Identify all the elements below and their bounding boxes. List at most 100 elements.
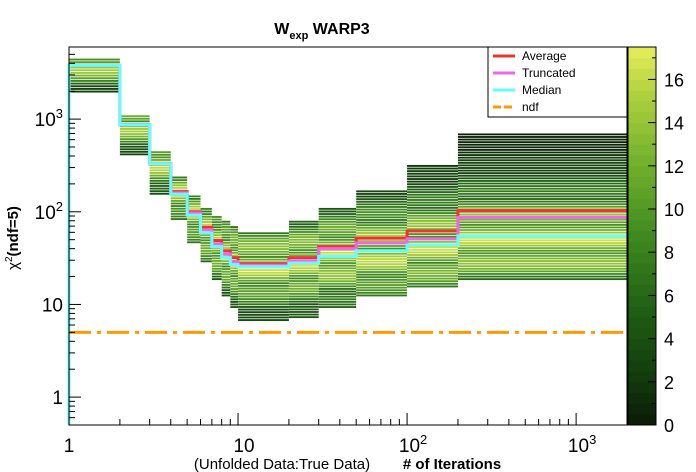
heatmap-cell: [288, 280, 319, 282]
color-scale-segment: [628, 122, 656, 134]
heatmap-cell: [170, 202, 188, 205]
heatmap-cell: [200, 252, 212, 255]
heatmap-cell: [200, 215, 212, 218]
heatmap-cell: [407, 217, 458, 220]
heatmap-cell: [238, 279, 289, 282]
heatmap-cell: [318, 251, 357, 254]
heatmap-cell: [221, 226, 231, 228]
heatmap-cell: [407, 264, 458, 267]
heatmap-cell: [230, 272, 239, 275]
color-scale-segment: [628, 252, 656, 264]
heatmap-cell: [356, 260, 408, 263]
heatmap-cell: [238, 311, 289, 314]
heatmap-cell: [119, 145, 150, 148]
heatmap-cell: [288, 285, 319, 288]
heatmap-cell: [187, 220, 201, 223]
heatmap-cell: [187, 200, 201, 203]
heatmap-cell: [356, 245, 408, 247]
heatmap-cell: [407, 206, 458, 209]
heatmap-cell: [149, 177, 171, 180]
heatmap-cell: [407, 167, 458, 170]
heatmap-cell: [457, 278, 627, 281]
heatmap-cell: [69, 85, 120, 88]
color-scale-segment: [628, 317, 656, 329]
heatmap-cell: [407, 240, 458, 243]
x-tick-label: 1: [64, 436, 75, 457]
heatmap-cell: [288, 228, 319, 231]
heatmap-cell: [221, 241, 231, 244]
heatmap-cell: [211, 265, 222, 268]
heatmap-cell: [211, 252, 222, 255]
heatmap-cell: [288, 220, 319, 223]
heatmap-cell: [238, 277, 289, 279]
heatmap-cell: [221, 283, 231, 286]
heatmap-cell: [187, 223, 201, 226]
heatmap-cell: [200, 218, 212, 221]
heatmap-cell: [211, 228, 222, 231]
color-scale-tick-label: 2: [664, 373, 674, 393]
heatmap-cell: [149, 192, 171, 195]
heatmap-cell: [211, 278, 222, 281]
heatmap-cell: [230, 303, 239, 306]
heatmap-cell: [457, 252, 627, 255]
heatmap-cell: [407, 251, 458, 254]
heatmap-cell: [457, 247, 627, 250]
heatmap-cell: [288, 292, 319, 295]
heatmap-cell: [221, 286, 231, 289]
heatmap-cell: [356, 278, 408, 281]
heatmap-cell: [457, 154, 627, 156]
heatmap-cell: [230, 244, 239, 247]
y-tick-label: 10: [42, 295, 63, 316]
heatmap-cell: [318, 207, 357, 210]
heatmap-cell: [457, 275, 627, 278]
heatmap-cell: [149, 179, 171, 182]
heatmap-cell: [200, 257, 212, 260]
heatmap-cell: [230, 226, 239, 228]
heatmap-cell: [288, 300, 319, 303]
heatmap-cell: [318, 285, 357, 288]
heatmap-cell: [457, 218, 627, 221]
heatmap-cell: [407, 199, 458, 201]
heatmap-cell: [356, 281, 408, 284]
heatmap-cell: [288, 277, 319, 280]
heatmap-cell: [457, 200, 627, 203]
heatmap-cell: [457, 174, 627, 177]
heatmap-cell: [407, 227, 458, 230]
heatmap-cell: [318, 288, 357, 290]
color-scale-segment: [628, 133, 656, 145]
legend-label-ndf: ndf: [522, 100, 539, 114]
heatmap-cell: [356, 247, 408, 250]
heatmap-cell: [407, 180, 458, 183]
heatmap-cell: [69, 66, 120, 69]
heatmap-cell: [318, 269, 357, 272]
heatmap-cell: [211, 221, 222, 224]
heatmap-cell: [119, 117, 150, 120]
heatmap-cell: [356, 224, 408, 227]
heatmap-cell: [238, 234, 289, 237]
heatmap-cell: [238, 305, 289, 308]
heatmap-cell: [221, 262, 231, 265]
heatmap-cell: [318, 236, 357, 239]
heatmap-cell: [457, 267, 627, 270]
heatmap-cell: [200, 223, 212, 226]
heatmap-cell: [356, 294, 408, 297]
heatmap-cell: [356, 211, 408, 214]
heatmap-cell: [407, 269, 458, 272]
heatmap-cell: [238, 240, 289, 243]
heatmap-cell: [211, 267, 222, 270]
heatmap-cell: [457, 231, 627, 234]
heatmap-cell: [211, 249, 222, 252]
heatmap-cell: [238, 290, 289, 293]
heatmap-cell: [457, 249, 627, 252]
heatmap-cell: [119, 120, 150, 123]
heatmap-cell: [170, 186, 188, 189]
heatmap-cell: [356, 198, 408, 201]
heatmap-cell: [200, 247, 212, 250]
heatmap-cell: [457, 198, 627, 200]
heatmap-cell: [238, 261, 289, 264]
heatmap-cell: [457, 141, 627, 144]
heatmap-cell: [211, 236, 222, 239]
heatmap-cell: [69, 90, 120, 93]
heatmap-cell: [170, 176, 188, 179]
heatmap-cell: [318, 303, 357, 306]
